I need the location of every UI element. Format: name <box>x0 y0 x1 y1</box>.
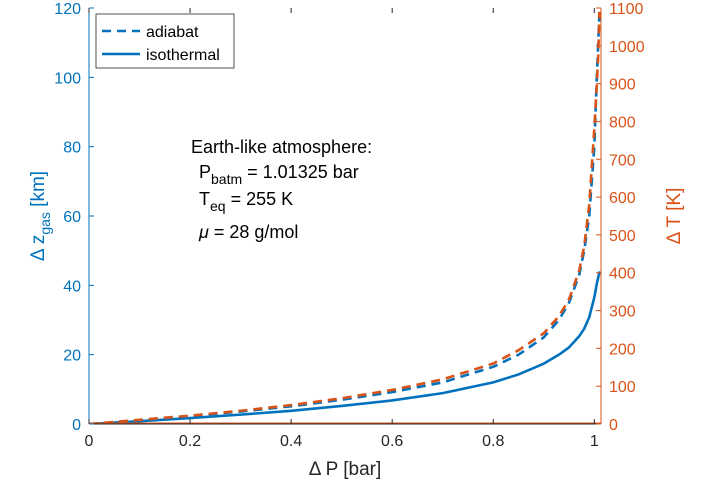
series-line-isothermal <box>89 271 601 424</box>
plot-area <box>89 8 601 424</box>
y-right-tick-label: 1000 <box>609 39 645 56</box>
y-right-tick-label: 200 <box>609 341 636 358</box>
annotation-line-molar-mass: μ = 28 g/mol <box>198 222 298 242</box>
x-tick-label: 0.4 <box>280 433 302 450</box>
legend: adiabat isothermal <box>95 13 235 69</box>
y-right-tick-label: 600 <box>609 190 636 207</box>
y-left-tick-label: 100 <box>54 70 81 87</box>
x-tick-label: 1 <box>590 433 599 450</box>
y-right-tick-label: 900 <box>609 77 636 94</box>
y-right-tick-label: 300 <box>609 304 636 321</box>
y-axis-left-label-sub: gas <box>37 212 53 235</box>
y-left-tick-label: 20 <box>63 348 81 365</box>
annotation: Earth-like atmosphere: Pbatm = 1.01325 b… <box>191 137 372 242</box>
y-axis-left-label: Δ zgas [km] <box>28 171 53 261</box>
y-axis-left-label-base: Δ z <box>28 235 49 261</box>
y-right-tick-label: 500 <box>609 228 636 245</box>
legend-label-isothermal: isothermal <box>146 47 220 64</box>
x-tick-label: 0.8 <box>482 433 504 450</box>
y-left-tick-label: 60 <box>63 209 81 226</box>
y-axis-right-label: Δ T [K] <box>664 188 685 245</box>
x-tick-label: 0 <box>85 433 94 450</box>
annotation-line-molar-mass-base: μ <box>198 222 209 242</box>
annotation-line-temperature-base: T <box>199 189 210 209</box>
y-left-tick-label: 0 <box>72 417 81 434</box>
annotation-line-pressure: Pbatm = 1.01325 bar <box>199 162 359 187</box>
x-tick-label: 0.6 <box>381 433 403 450</box>
x-ticks: 0 0.2 0.4 0.6 0.8 1 <box>85 8 599 450</box>
annotation-line-molar-mass-rest: = 28 g/mol <box>209 222 299 242</box>
y-right-tick-label: 1100 <box>609 1 644 18</box>
y-right-tick-label: 100 <box>609 379 636 396</box>
y-right-tick-label: 400 <box>609 266 636 283</box>
y-left-tick-label: 40 <box>63 278 81 295</box>
y-left-tick-label: 120 <box>54 1 81 18</box>
series-line-right-dashed <box>89 11 601 424</box>
series-layer <box>89 11 601 424</box>
y-left-ticks: 0 20 40 60 80 100 120 <box>54 1 94 434</box>
y-right-ticks: 0 100 200 300 400 500 600 700 800 900 1000 1100 <box>596 1 645 434</box>
legend-label-adiabat: adiabat <box>146 24 199 41</box>
y-left-tick-label: 80 <box>63 140 81 157</box>
annotation-line-pressure-base: P <box>199 162 211 182</box>
y-right-tick-label: 800 <box>609 114 636 131</box>
annotation-line-pressure-sub: batm <box>211 171 242 187</box>
x-tick-label: 0.2 <box>179 433 201 450</box>
annotation-line-temperature: Teq = 255 K <box>199 189 293 214</box>
legend-box <box>95 13 235 69</box>
y-right-tick-label: 700 <box>609 152 636 169</box>
y-right-tick-label: 0 <box>609 417 618 434</box>
annotation-line-pressure-rest: = 1.01325 bar <box>242 162 359 182</box>
annotation-line-temperature-sub: eq <box>210 198 226 214</box>
y-axis-left-label-unit: [km] <box>28 171 49 212</box>
x-axis-label: Δ P [bar] <box>309 459 382 480</box>
annotation-line-temperature-rest: = 255 K <box>226 189 294 209</box>
annotation-title: Earth-like atmosphere: <box>191 137 372 157</box>
